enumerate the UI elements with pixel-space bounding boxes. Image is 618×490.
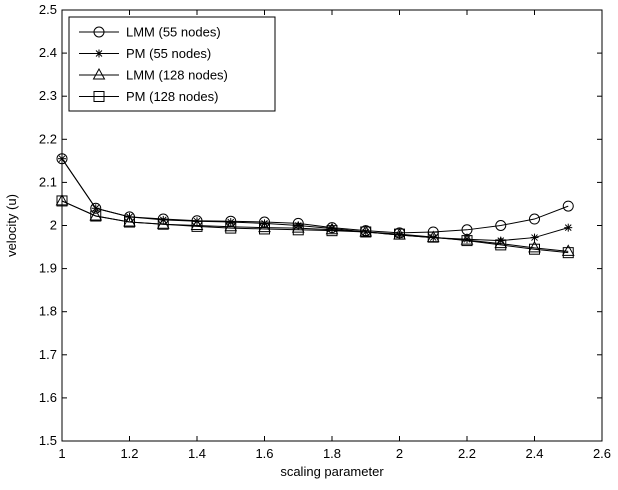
data-point-square	[427, 231, 439, 243]
data-point-star	[530, 233, 539, 242]
legend-marker-triangle	[92, 67, 106, 80]
x-tick-label: 1.4	[188, 446, 206, 461]
data-point-square	[562, 247, 574, 259]
data-point-circle	[495, 220, 507, 231]
y-tick-label: 1.7	[39, 347, 57, 362]
data-point-triangle	[224, 219, 238, 232]
data-point-square	[461, 235, 473, 247]
data-point-triangle	[156, 217, 170, 229]
legend-marker-star	[95, 49, 103, 58]
data-point-circle	[225, 215, 237, 227]
legend: LMM (55 nodes) PM (55 nodes) LMM (128 node…	[68, 16, 276, 112]
legend-item: LMM (55 nodes)	[79, 25, 221, 40]
data-point-square	[225, 222, 237, 234]
legend-item: PM (128 nodes)	[79, 89, 219, 104]
legend-box	[68, 16, 276, 112]
y-tick-label: 2	[50, 218, 57, 233]
data-point-square	[326, 225, 338, 237]
y-tick-label: 1.8	[39, 304, 57, 319]
x-axis-label: scaling parameter	[280, 464, 384, 479]
series-line	[61, 200, 569, 254]
x-tick-label: 1.8	[323, 446, 341, 461]
legend-label: PM (128 nodes)	[126, 89, 219, 104]
data-point-circle	[90, 202, 102, 214]
legend-label: LMM (55 nodes)	[126, 25, 221, 40]
x-tick-label: 2.6	[593, 446, 611, 461]
y-tick-label: 1.5	[39, 433, 57, 448]
y-tick-label: 2.5	[39, 2, 57, 17]
data-point-square	[157, 218, 169, 230]
axis-ticks: 1 1.2 1.4 1.6 1.8 2 2.2 2.4 2.6 1.5 1.6 1.7 1.8 1.9 2 2…	[39, 2, 611, 461]
x-tick-label: 1.2	[120, 446, 138, 461]
y-tick-label: 1.6	[39, 390, 57, 405]
y-tick-label: 2.2	[39, 131, 57, 146]
legend-marker-square	[93, 91, 105, 102]
x-tick-label: 2.2	[458, 446, 476, 461]
y-tick-label: 2.4	[39, 45, 57, 60]
data-point-triangle	[190, 218, 204, 230]
data-point-square	[495, 239, 507, 251]
y-tick-label: 2.3	[39, 88, 57, 103]
data-point-square	[124, 216, 135, 228]
legend-label: PM (55 nodes)	[126, 46, 211, 61]
data-point-triangle	[55, 193, 69, 206]
data-point-square	[394, 228, 405, 240]
y-axis-label: velocity (u)	[4, 194, 19, 257]
data-point-square	[360, 226, 372, 238]
x-tick-label: 1.6	[255, 446, 273, 461]
data-point-circle	[562, 200, 574, 212]
x-tick-label: 2.4	[525, 446, 543, 461]
data-point-square	[292, 224, 304, 236]
legend-item: LMM (128 nodes)	[79, 68, 228, 83]
data-point-star	[564, 223, 573, 232]
series-line	[61, 158, 569, 242]
data-point-square	[259, 223, 270, 235]
data-point-star	[58, 154, 66, 163]
x-tick-label: 2	[396, 446, 403, 461]
data-point-square	[191, 220, 203, 232]
legend-marker-circle	[93, 26, 105, 38]
data-point-triangle	[258, 220, 271, 233]
y-tick-label: 2.1	[39, 174, 57, 189]
data-point-circle	[56, 153, 68, 165]
y-tick-label: 1.9	[39, 261, 57, 276]
data-point-triangle	[528, 240, 541, 253]
data-point-triangle	[561, 244, 575, 256]
data-point-square	[90, 210, 102, 222]
legend-item: PM (55 nodes)	[79, 46, 211, 61]
series-layer	[55, 153, 575, 259]
data-point-square	[56, 195, 68, 207]
data-point-triangle	[123, 215, 136, 227]
legend-label: LMM (128 nodes)	[126, 68, 228, 83]
data-point-square	[529, 243, 540, 255]
data-point-triangle	[359, 224, 373, 237]
data-point-triangle	[325, 222, 339, 235]
data-point-triangle	[494, 236, 508, 249]
data-point-triangle	[291, 221, 305, 233]
data-point-triangle	[460, 233, 474, 245]
x-tick-label: 1	[58, 446, 65, 461]
series-square	[56, 195, 574, 259]
data-point-circle	[529, 213, 540, 225]
